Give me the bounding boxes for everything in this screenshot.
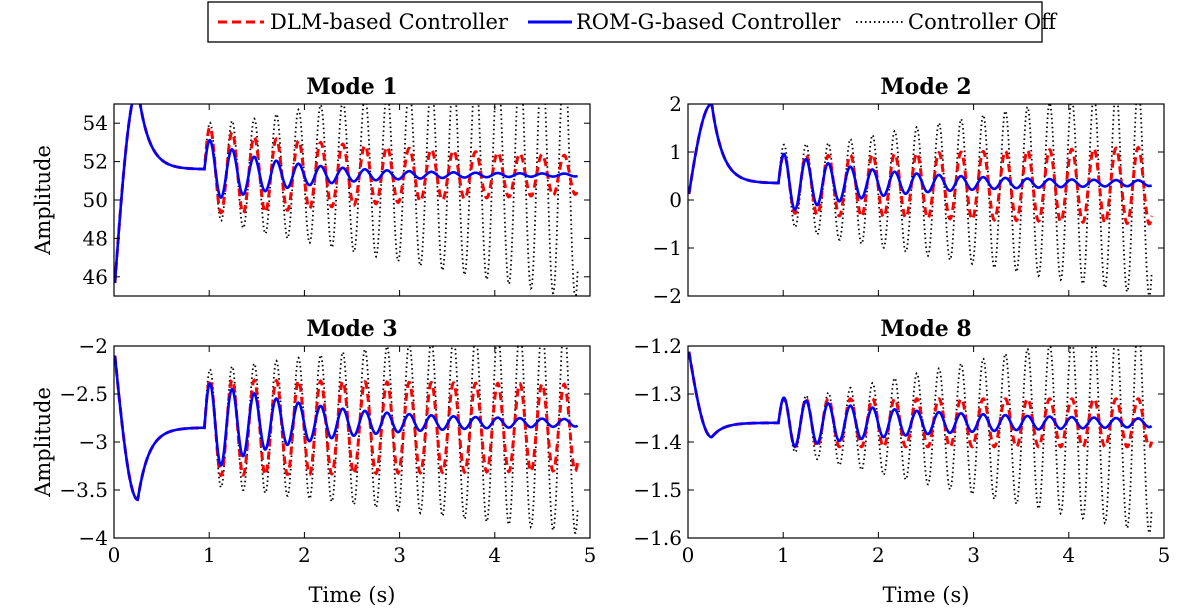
series-group [114,346,580,534]
series-group [688,346,1154,534]
y-tick-label: 1 [669,140,682,164]
y-tick-label: −2.5 [59,382,108,406]
series-controller-off [688,104,1153,296]
y-tick-label: −1.4 [633,430,682,454]
series-rom-g-based-controller [688,104,1153,212]
y-tick-label: 46 [83,265,108,289]
legend-item-off: Controller Off [856,10,1058,34]
legend: DLM-based Controller ROM-G-based Control… [207,1,1058,43]
panel-mode-8: Mode 8 −1.6 −1.5 −1.4 −1.3 −1.2 0 1 2 3 4 5 Time (s) [633,316,1170,607]
series-dlm-based-controller [688,104,1154,226]
x-tick-label: 5 [584,543,597,567]
series-rom-g-based-controller [114,355,579,502]
x-tick-label: 2 [872,543,885,567]
y-axis-label: Amplitude [31,387,55,498]
y-tick-label: 2 [669,92,682,116]
y-tick-label: 54 [83,111,108,135]
x-tick-label: 2 [298,543,311,567]
series-rom-g-based-controller [114,104,578,284]
x-tick-label: 1 [777,543,790,567]
plot-frame [687,103,1165,297]
panel-title: Mode 2 [880,74,971,100]
y-tick-label: −3.5 [59,478,108,502]
y-tick-label: −2 [79,334,108,358]
y-tick-label: −2 [653,284,682,308]
y-tick-label: −1.5 [633,478,682,502]
y-axis-label: Amplitude [31,145,55,256]
x-tick-label: 3 [393,543,406,567]
y-tick-label: −1.3 [633,382,682,406]
panel-mode-1: Mode 1 46 48 50 52 54 Amplitude [31,74,591,297]
panel-mode-3: Mode 3 −4 −3.5 −3 −2.5 −2 0 1 2 3 4 5 Amplitude Time … [31,316,596,607]
plot-frame [113,345,591,539]
x-tick-label: 3 [967,543,980,567]
series-dlm-based-controller [114,104,580,284]
y-tick-label: 52 [83,150,108,174]
panel-mode-2: Mode 2 −2 −1 0 1 2 [653,74,1165,308]
y-tick-label: −1 [653,236,682,260]
x-tick-label: 0 [108,543,121,567]
y-tick-label: −4 [79,526,108,550]
x-tick-label: 4 [1062,543,1075,567]
legend-item-dlm: DLM-based Controller [218,10,509,34]
x-axis-label: Time (s) [309,583,396,607]
legend-item-romg: ROM-G-based Controller [528,10,841,34]
y-tick-label: 48 [83,226,108,250]
y-tick-label: −1.2 [633,334,682,358]
legend-box [207,1,1043,43]
y-tick-label: −3 [79,430,108,454]
legend-label-off: Controller Off [908,10,1058,34]
x-axis-label: Time (s) [883,583,970,607]
y-tick-label: −1.6 [633,526,682,550]
series-group [114,104,580,296]
x-tick-label: 4 [488,543,501,567]
x-tick-label: 5 [1158,543,1171,567]
y-tick-label: 0 [669,188,682,212]
series-rom-g-based-controller [688,351,1153,448]
y-tick-label: 50 [83,188,108,212]
x-tick-label: 1 [203,543,216,567]
series-group [688,104,1154,296]
panel-title: Mode 8 [880,316,971,342]
legend-label-dlm: DLM-based Controller [270,10,509,34]
panel-title: Mode 3 [306,316,397,342]
x-tick-label: 0 [682,543,695,567]
plot-frame [687,345,1165,539]
panel-title: Mode 1 [306,74,397,100]
legend-label-romg: ROM-G-based Controller [576,10,841,34]
